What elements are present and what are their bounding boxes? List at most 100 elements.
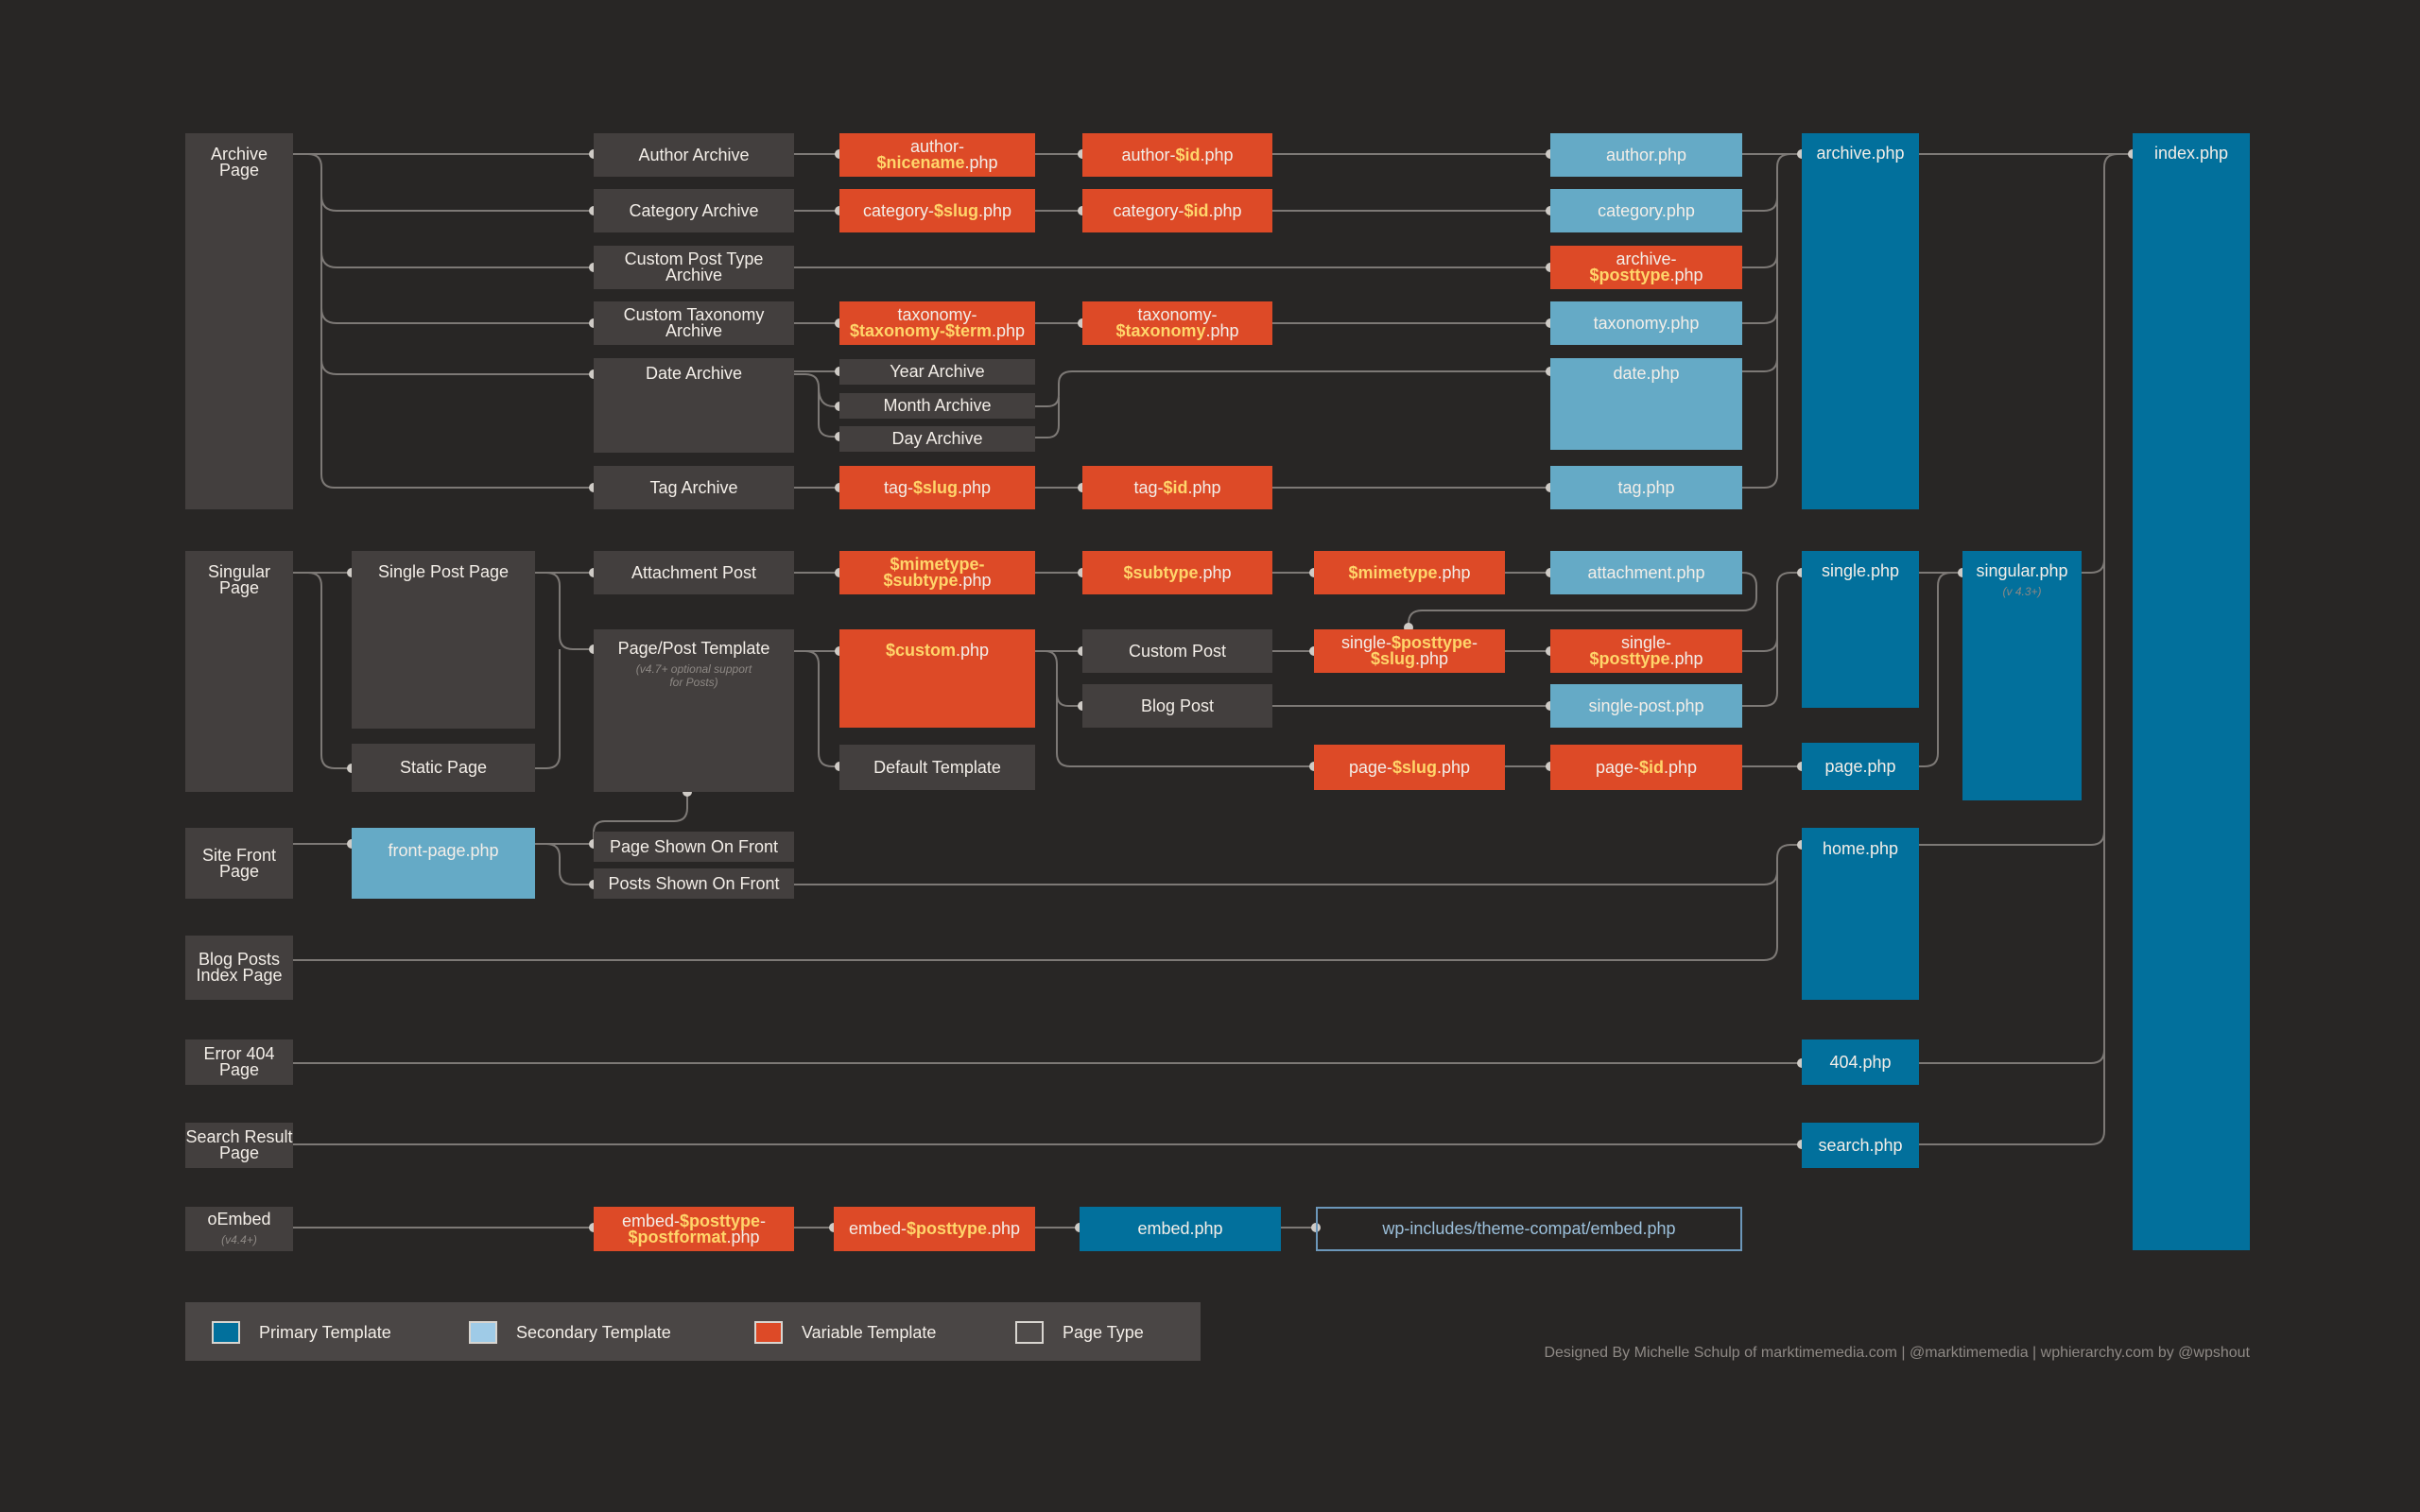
attachment-template: attachment.php: [1550, 551, 1742, 594]
template-name-line: $mimetype.php: [1348, 564, 1470, 581]
custom-taxonomy-archive: Custom Taxonomy Archive: [594, 301, 794, 345]
template-variable: $subtype: [1123, 562, 1199, 582]
page-type-search-result: Search Result Page: [185, 1123, 293, 1168]
box-label-line: Archive: [210, 145, 268, 163]
year-archive: Year Archive: [839, 359, 1035, 385]
template-text: .php: [1437, 757, 1471, 777]
template-name-line: $taxonomy.php: [1115, 321, 1239, 340]
legend: Primary Template Secondary Template Vari…: [185, 1302, 1201, 1361]
box-label-line: Page: [218, 861, 260, 881]
template-text: singular.php: [1976, 561, 2068, 580]
mimetype-subtype-template: $mimetype- $subtype.php: [839, 551, 1035, 594]
template-text: -: [1472, 633, 1478, 652]
box-label-line: Page/Post Template: [617, 639, 770, 658]
template-text: .php: [978, 200, 1012, 220]
template-variable: $nicename: [876, 153, 965, 172]
template-text: .php: [964, 153, 998, 172]
embed-posttype-postformat-template: embed-$posttype- $postformat.php: [594, 1207, 794, 1251]
template-name-line: author.php: [1606, 146, 1686, 163]
page-type-oembed: oEmbed (v4.4+): [185, 1207, 293, 1251]
template-name-line: $subtype.php: [883, 572, 991, 589]
template-name-line: single-$posttype-: [1341, 633, 1478, 652]
taxonomy-term-template: taxonomy- $taxonomy-$term.php: [839, 301, 1035, 345]
template-text: .php: [1205, 321, 1239, 340]
date-archive: Date Archive: [594, 358, 794, 453]
archive-posttype-template: archive- $posttype.php: [1550, 246, 1742, 289]
taxonomy-template: taxonomy.php: [1550, 301, 1742, 345]
custom-post-type-archive: Custom Post Type Archive: [594, 246, 794, 289]
template-variable: $custom: [885, 641, 956, 660]
template-variable: $id: [1175, 145, 1201, 164]
template-text: .php: [955, 641, 990, 660]
category-id-template: category-$id.php: [1082, 189, 1272, 232]
category-slug-template: category-$slug.php: [839, 189, 1035, 232]
template-text: taxonomy-: [1137, 305, 1218, 324]
template-name-line: $taxonomy-$term.php: [850, 322, 1025, 339]
page-template: page.php: [1802, 743, 1919, 790]
mimetype-template: $mimetype.php: [1314, 551, 1505, 594]
template-text: .php: [1414, 649, 1449, 668]
tag-id-template: tag-$id.php: [1082, 466, 1272, 509]
template-name-line: author-$id.php: [1121, 145, 1233, 164]
box-label-line: Custom Post: [1128, 641, 1227, 661]
index-template: index.php: [2133, 133, 2250, 1250]
custom-template: $custom.php: [839, 629, 1035, 728]
box-label-line: Page: [218, 161, 260, 180]
single-post-page: Single Post Page: [352, 551, 535, 729]
box-label-line: Custom Taxonomy: [623, 305, 765, 324]
box-label-line: Tag Archive: [649, 477, 738, 497]
subtype-template: $subtype.php: [1082, 551, 1272, 594]
template-text: embed-: [621, 1211, 680, 1230]
template-name-line: taxonomy-: [1137, 305, 1218, 324]
template-variable: $posttype: [1392, 633, 1473, 652]
template-name-line: index.php: [2153, 144, 2229, 163]
template-name-line: category.php: [1598, 202, 1695, 219]
box-label-line: Archive: [665, 266, 723, 284]
template-text: attachment.php: [1587, 562, 1705, 582]
template-name-line: author-: [910, 138, 964, 155]
template-variable: $slug: [912, 477, 958, 497]
template-text: page-: [1348, 757, 1392, 777]
legend-primary-label: Primary Template: [259, 1323, 391, 1342]
page-type-archive: Archive Page: [185, 133, 293, 509]
template-name-line: tag.php: [1617, 477, 1675, 497]
template-name-line: $nicename.php: [876, 153, 998, 172]
template-name-line: taxonomy-: [897, 306, 977, 323]
template-name-line: home.php: [1823, 840, 1898, 857]
template-text: front-page.php: [388, 841, 499, 860]
legend-secondary-label: Secondary Template: [516, 1323, 671, 1342]
template-text: .php: [1208, 200, 1242, 220]
category-template: category.php: [1550, 189, 1742, 232]
template-name-line: category-$slug.php: [863, 200, 1012, 220]
template-text: page-: [1595, 757, 1639, 777]
template-name-line: embed.php: [1137, 1220, 1222, 1237]
attachment-post: Attachment Post: [594, 551, 794, 594]
template-variable: $slug: [1392, 757, 1437, 777]
date-template: date.php: [1550, 358, 1742, 450]
template-name-line: $slug.php: [1371, 649, 1449, 668]
template-text: tag.php: [1617, 477, 1675, 497]
box-label-line: Month Archive: [883, 396, 992, 415]
template-text: single-: [1620, 633, 1672, 652]
template-name-line: date.php: [1613, 365, 1679, 382]
template-name-line: embed-$posttype-: [621, 1211, 766, 1230]
template-text: tag-: [1133, 477, 1164, 497]
legend-variable-swatch: [754, 1321, 783, 1344]
template-text: index.php: [2153, 144, 2229, 163]
template-variable: $posttype: [680, 1211, 761, 1230]
box-label-line: Year Archive: [890, 362, 985, 381]
template-text: archive.php: [1816, 144, 1905, 163]
version-note: (v4.7+ optional support for Posts): [635, 662, 752, 689]
page-post-template: Page/Post Template (v4.7+ optional suppor…: [594, 629, 794, 792]
template-text: taxonomy.php: [1593, 313, 1700, 333]
box-label-line: Search Result: [185, 1127, 293, 1146]
page-type-site-front: Site Front Page: [185, 828, 293, 899]
template-text: tag-: [883, 477, 913, 497]
box-label-line: Archive: [665, 321, 723, 340]
box-label-line: Attachment Post: [631, 562, 757, 582]
version-note: (v4.4+): [221, 1233, 257, 1246]
template-text: single-post.php: [1588, 696, 1704, 715]
template-text: .php: [1669, 649, 1703, 668]
static-page: Static Page: [352, 744, 535, 792]
template-name-line: archive.php: [1816, 144, 1905, 163]
